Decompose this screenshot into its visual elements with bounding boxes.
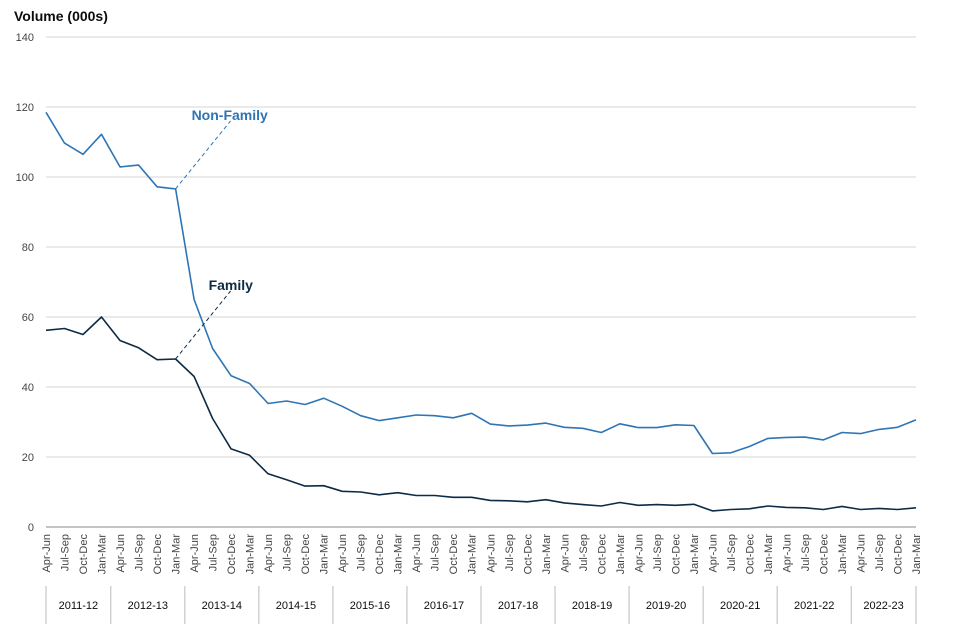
y-tick-label: 20: [22, 452, 34, 464]
year-label: 2016-17: [424, 600, 464, 612]
y-tick-label: 140: [16, 32, 34, 44]
x-tick-label: Oct-Dec: [818, 534, 830, 575]
x-tick-label: Apr-Jun: [855, 534, 867, 573]
x-tick-label: Oct-Dec: [374, 534, 386, 575]
x-tick-label: Apr-Jun: [263, 534, 275, 573]
y-tick-label: 40: [22, 382, 34, 394]
x-tick-label: Apr-Jun: [485, 534, 497, 573]
y-tick-label: 60: [22, 312, 34, 324]
x-tick-label: Jan-Mar: [541, 534, 553, 575]
x-tick-label: Jul-Sep: [134, 534, 146, 571]
year-label: 2022-23: [863, 600, 903, 612]
year-label: 2021-22: [794, 600, 834, 612]
year-label: 2018-19: [572, 600, 612, 612]
x-tick-label: Jul-Sep: [208, 534, 220, 571]
y-tick-label: 100: [16, 172, 34, 184]
series-lines: [45, 111, 917, 512]
x-tick-label: Apr-Jun: [411, 534, 423, 573]
x-tick-label: Jul-Sep: [800, 534, 812, 571]
series-leader-line: [175, 290, 231, 360]
x-tick-label: Jan-Mar: [171, 534, 183, 575]
x-tick-label: Jul-Sep: [60, 534, 72, 571]
y-axis-ticks: 0 20 40 60 80 100 120 140: [16, 32, 34, 534]
x-tick-label: Jul-Sep: [726, 534, 738, 571]
x-tick-label: Jan-Mar: [837, 534, 849, 575]
x-tick-label: Oct-Dec: [744, 534, 756, 575]
x-tick-label: Apr-Jun: [189, 534, 201, 573]
x-tick-label: Jan-Mar: [467, 534, 479, 575]
year-label: 2017-18: [498, 600, 538, 612]
x-tick-label: Jul-Sep: [874, 534, 886, 571]
year-label: 2011-12: [59, 600, 99, 612]
y-axis-title: Volume (000s): [14, 8, 108, 24]
series-labels: Non-Family Family: [175, 107, 268, 360]
x-tick-label: Apr-Jun: [707, 534, 719, 573]
x-tick-label: Jan-Mar: [319, 534, 331, 575]
year-label: 2019-20: [646, 600, 686, 612]
x-axis: Apr-Jun Jul-Sep Oct-Dec Jan-Mar Apr-Jun Jul-S…: [41, 526, 923, 624]
year-label: 2012-13: [128, 600, 168, 612]
year-label: 2015-16: [350, 600, 390, 612]
x-tick-label: Jul-Sep: [356, 534, 368, 571]
x-tick-label: Jul-Sep: [430, 534, 442, 571]
year-label: 2014-15: [276, 600, 316, 612]
x-tick-label: Oct-Dec: [522, 534, 534, 575]
x-tick-label: Jan-Mar: [689, 534, 701, 575]
x-tick-label: Oct-Dec: [226, 534, 238, 575]
gridlines: [46, 36, 916, 458]
x-tick-label: Oct-Dec: [78, 534, 90, 575]
x-tick-label: Apr-Jun: [781, 534, 793, 573]
year-label: 2013-14: [202, 600, 242, 612]
x-tick-label: Apr-Jun: [633, 534, 645, 573]
series-label-non-family: Non-Family: [192, 107, 268, 123]
x-tick-label: Oct-Dec: [448, 534, 460, 575]
series-label-family: Family: [209, 277, 254, 293]
y-tick-label: 80: [22, 242, 34, 254]
x-tick-label: Jan-Mar: [97, 534, 109, 575]
y-tick-label: 0: [28, 522, 34, 534]
x-tick-label: Apr-Jun: [337, 534, 349, 573]
series-line-non-family: [45, 111, 917, 455]
x-tick-label: Oct-Dec: [596, 534, 608, 575]
x-tick-label: Jul-Sep: [652, 534, 664, 571]
x-tick-label: Oct-Dec: [892, 534, 904, 575]
x-tick-label: Jul-Sep: [282, 534, 294, 571]
series-line-family: [45, 316, 917, 512]
series-leader-line: [175, 120, 231, 190]
x-tick-label: Apr-Jun: [115, 534, 127, 573]
x-tick-label: Apr-Jun: [41, 534, 53, 573]
x-tick-label: Jul-Sep: [504, 534, 516, 571]
x-tick-label: Oct-Dec: [670, 534, 682, 575]
x-tick-label: Jan-Mar: [245, 534, 257, 575]
y-tick-label: 120: [16, 102, 34, 114]
x-tick-label: Oct-Dec: [152, 534, 164, 575]
x-tick-label: Jan-Mar: [393, 534, 405, 575]
x-tick-label: Apr-Jun: [559, 534, 571, 573]
year-label: 2020-21: [720, 600, 760, 612]
x-tick-label: Jan-Mar: [763, 534, 775, 575]
x-tick-label: Jan-Mar: [615, 534, 627, 575]
x-tick-label: Jul-Sep: [578, 534, 590, 571]
x-tick-label: Oct-Dec: [300, 534, 312, 575]
x-tick-label: Jan-Mar: [911, 534, 923, 575]
